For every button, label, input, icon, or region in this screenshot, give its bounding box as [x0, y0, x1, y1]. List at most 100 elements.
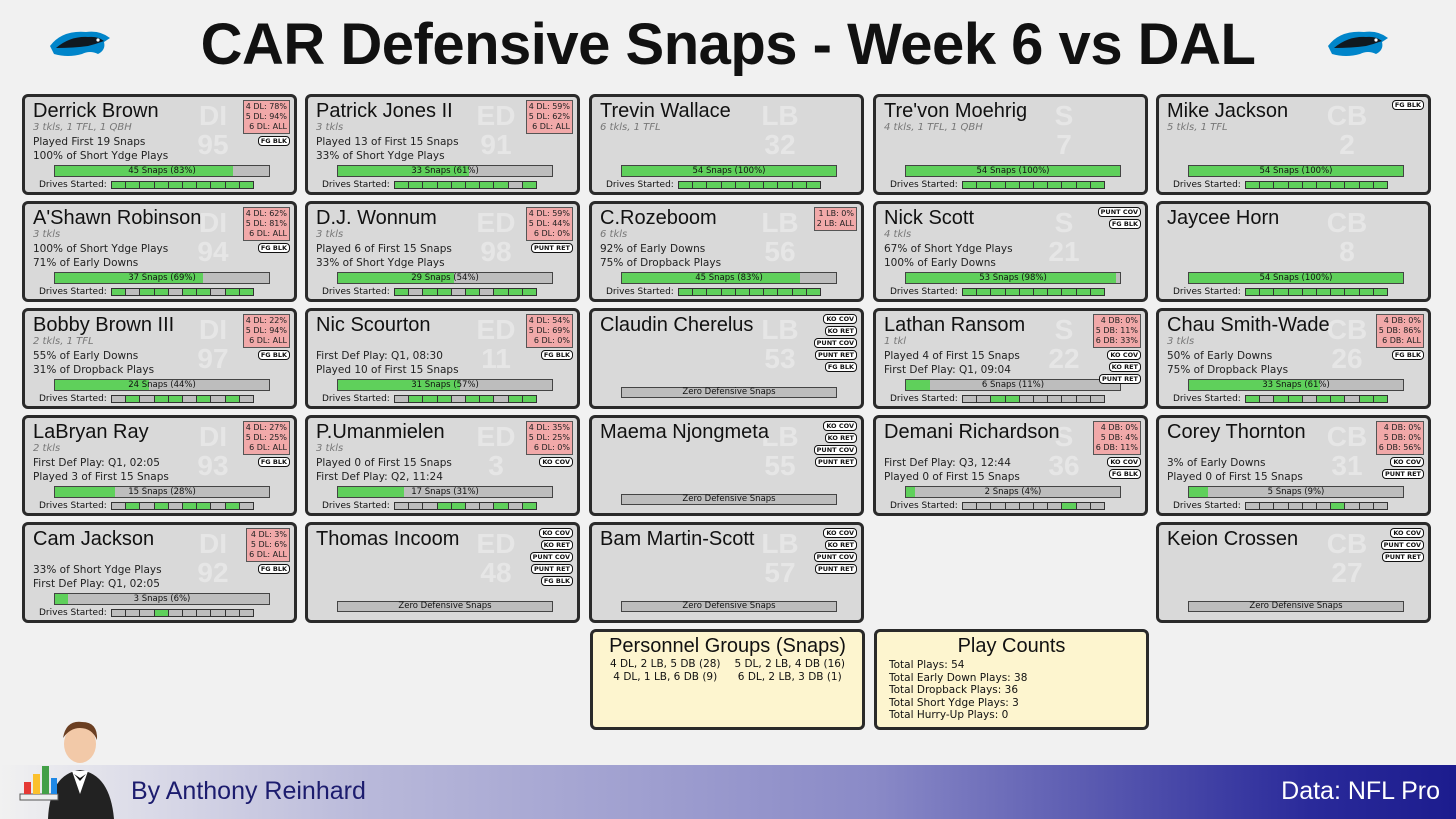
usage-note: Played 4 of First 15 Snaps — [884, 350, 1020, 362]
drive-cell — [963, 503, 978, 509]
special-teams-badge: KO RET — [824, 540, 857, 550]
drive-cell — [211, 289, 226, 295]
player-name: Thomas Incoom — [316, 528, 460, 550]
player-stats: 3 tkls — [33, 229, 61, 240]
drive-cell — [154, 289, 169, 295]
drive-cell — [1005, 503, 1020, 509]
usage-note: 3% of Early Downs — [1167, 457, 1266, 469]
snap-share-bar: 3 Snaps (6%) — [54, 593, 270, 605]
drive-cell — [154, 610, 169, 616]
player-name: Chau Smith-Wade — [1167, 314, 1330, 336]
drive-cell — [1019, 503, 1035, 509]
drive-cell — [168, 396, 184, 402]
drive-cell — [197, 289, 212, 295]
drive-cell — [451, 289, 467, 295]
drives-started-label: Drives Started: — [606, 287, 674, 297]
byline: By Anthony Reinhard — [131, 777, 366, 805]
special-teams-badge: KO COV — [1390, 528, 1424, 538]
drive-cell — [508, 503, 523, 509]
player-stats: 1 tkl — [884, 336, 907, 347]
drive-cell — [409, 182, 424, 188]
drive-cell — [1274, 503, 1289, 509]
position-number-watermark: DI 97 — [197, 314, 229, 374]
drive-cell — [1359, 182, 1374, 188]
page-title: CAR Defensive Snaps - Week 6 vs DAL — [200, 12, 1256, 77]
special-teams-badge: KO COV — [539, 528, 573, 538]
drives-started-label: Drives Started: — [890, 394, 958, 404]
player-card: S 36 Demani Richardson First Def Play: Q3, … — [873, 415, 1148, 516]
player-stats: 6 tkls — [600, 229, 628, 240]
snap-count: 37 Snaps (69%) — [128, 273, 196, 283]
drives-started-label: Drives Started: — [890, 287, 958, 297]
special-teams-badge: FG BLK — [257, 136, 290, 146]
drive-cell — [522, 396, 537, 402]
drives-started-track — [394, 181, 537, 189]
player-card: DI 93 LaBryan Ray 2 tkls First Def Play: Q1,… — [22, 415, 297, 516]
drive-cell — [466, 503, 481, 509]
special-teams-badge: PUNT RET — [530, 564, 573, 574]
drive-cell — [1260, 182, 1275, 188]
drive-cell — [693, 289, 708, 295]
position-number-watermark: ED 3 — [476, 421, 516, 481]
drive-cell — [806, 182, 821, 188]
drive-cell — [1048, 396, 1063, 402]
drives-started-track — [394, 502, 537, 510]
zero-snaps-bar: Zero Defensive Snaps — [621, 387, 837, 398]
drive-cell — [735, 182, 751, 188]
drive-cell — [1345, 182, 1360, 188]
formation-share-box: 4 DL: 22% 5 DL: 94% 6 DL: ALL — [242, 314, 290, 348]
drives-started-label: Drives Started: — [39, 287, 107, 297]
drives-started-label: Drives Started: — [322, 394, 390, 404]
formation-share-box: 4 DL: 59% 5 DL: 44% 6 DL: 0% — [525, 207, 573, 241]
drive-cell — [1260, 503, 1275, 509]
snap-share-fill — [338, 166, 469, 176]
position-number-watermark: CB 8 — [1326, 207, 1368, 267]
snap-count: 2 Snaps (4%) — [984, 487, 1042, 497]
play-count: Total Plays: 54 — [889, 659, 965, 671]
drive-cell — [1090, 182, 1105, 188]
drive-cell — [1359, 503, 1374, 509]
drive-cell — [1317, 289, 1332, 295]
drive-cell — [183, 396, 198, 402]
special-teams-badge: PUNT RET — [814, 457, 857, 467]
player-name: Demani Richardson — [884, 421, 1060, 443]
special-teams-badge: PUNT RET — [814, 350, 857, 360]
drive-cell — [693, 182, 708, 188]
usage-note: 33% of Short Ydge Plays — [33, 564, 162, 576]
drive-cell — [112, 396, 127, 402]
usage-note: 100% of Short Ydge Plays — [33, 243, 169, 255]
player-card: DI 95 Derrick Brown 3 tkls, 1 TFL, 1 QBH Pla… — [22, 94, 297, 195]
drive-cell — [112, 289, 127, 295]
drive-cell — [112, 182, 127, 188]
special-teams-badge: PUNT RET — [1381, 469, 1424, 479]
snap-count: 29 Snaps (54%) — [411, 273, 479, 283]
personnel-groups-box: Personnel Groups (Snaps) 4 DL, 2 LB, 5 D… — [590, 629, 865, 730]
drive-cell — [1317, 503, 1332, 509]
drive-cell — [466, 289, 481, 295]
drive-cell — [707, 289, 722, 295]
drives-started-label: Drives Started: — [39, 608, 107, 618]
player-name: C.Rozeboom — [600, 207, 717, 229]
drive-cell — [1302, 396, 1318, 402]
special-teams-badge: PUNT COV — [1380, 540, 1424, 550]
special-teams-badge: KO COV — [539, 457, 573, 467]
drives-started-label: Drives Started: — [890, 180, 958, 190]
player-name: Keion Crossen — [1167, 528, 1299, 550]
drive-cell — [508, 289, 523, 295]
snap-share-fill — [622, 273, 800, 283]
drive-cell — [991, 396, 1006, 402]
player-card: S 22 Lathan Ransom 1 tkl Played 4 of First 1… — [873, 308, 1148, 409]
drive-cell — [451, 503, 467, 509]
player-name: Patrick Jones II — [316, 100, 453, 122]
drive-cell — [211, 396, 226, 402]
snap-share-fill — [55, 273, 203, 283]
drive-cell — [239, 396, 254, 402]
drive-cell — [991, 503, 1006, 509]
player-card: DI 92 Cam Jackson 33% of Short Ydge Plays Fi… — [22, 522, 297, 623]
drive-cell — [168, 503, 184, 509]
drive-cell — [1373, 182, 1388, 188]
formation-share-box: 4 DL: 27% 5 DL: 25% 6 DL: ALL — [242, 421, 290, 455]
drive-cell — [977, 396, 992, 402]
drive-cell — [197, 503, 212, 509]
snap-share-fill — [622, 166, 836, 176]
